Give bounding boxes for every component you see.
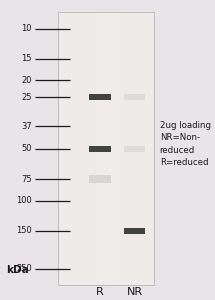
Bar [58,12,154,285]
Text: NR: NR [127,287,143,297]
Bar [124,146,145,152]
Bar [96,12,99,285]
Bar [135,12,138,285]
Bar [90,12,93,285]
Bar [125,12,128,285]
Bar [122,12,125,285]
Text: 50: 50 [21,144,32,153]
Bar [119,12,122,285]
Bar [112,12,115,285]
Text: 75: 75 [21,175,32,184]
Text: 20: 20 [21,76,32,85]
Text: 15: 15 [21,54,32,63]
Bar [58,12,61,285]
Bar [141,12,144,285]
Bar [93,12,96,285]
Bar [80,12,83,285]
Bar [87,12,90,285]
Bar [151,12,154,285]
Text: 37: 37 [21,122,32,131]
Bar [131,12,135,285]
Bar [144,12,147,285]
Bar [61,12,64,285]
Bar [138,12,141,285]
Bar [106,12,109,285]
Text: 100: 100 [16,196,32,205]
Bar [71,12,74,285]
Bar [109,12,112,285]
Bar [115,12,119,285]
Text: 150: 150 [16,226,32,235]
Bar [67,12,71,285]
Bar [89,146,111,152]
Bar [83,12,87,285]
Text: kDa: kDa [6,265,29,275]
Text: R: R [96,287,104,297]
Bar [99,12,103,285]
Text: 10: 10 [21,24,32,33]
Bar [89,176,111,183]
Bar [74,12,77,285]
Text: 250: 250 [16,264,32,273]
Text: 25: 25 [21,93,32,102]
Bar [89,94,111,100]
Bar [128,12,131,285]
Bar [64,12,67,285]
Bar [124,94,145,100]
Bar [147,12,151,285]
Bar [124,228,145,234]
Text: 2ug loading
NR=Non-
reduced
R=reduced: 2ug loading NR=Non- reduced R=reduced [160,121,211,167]
Bar [103,12,106,285]
Bar [77,12,80,285]
